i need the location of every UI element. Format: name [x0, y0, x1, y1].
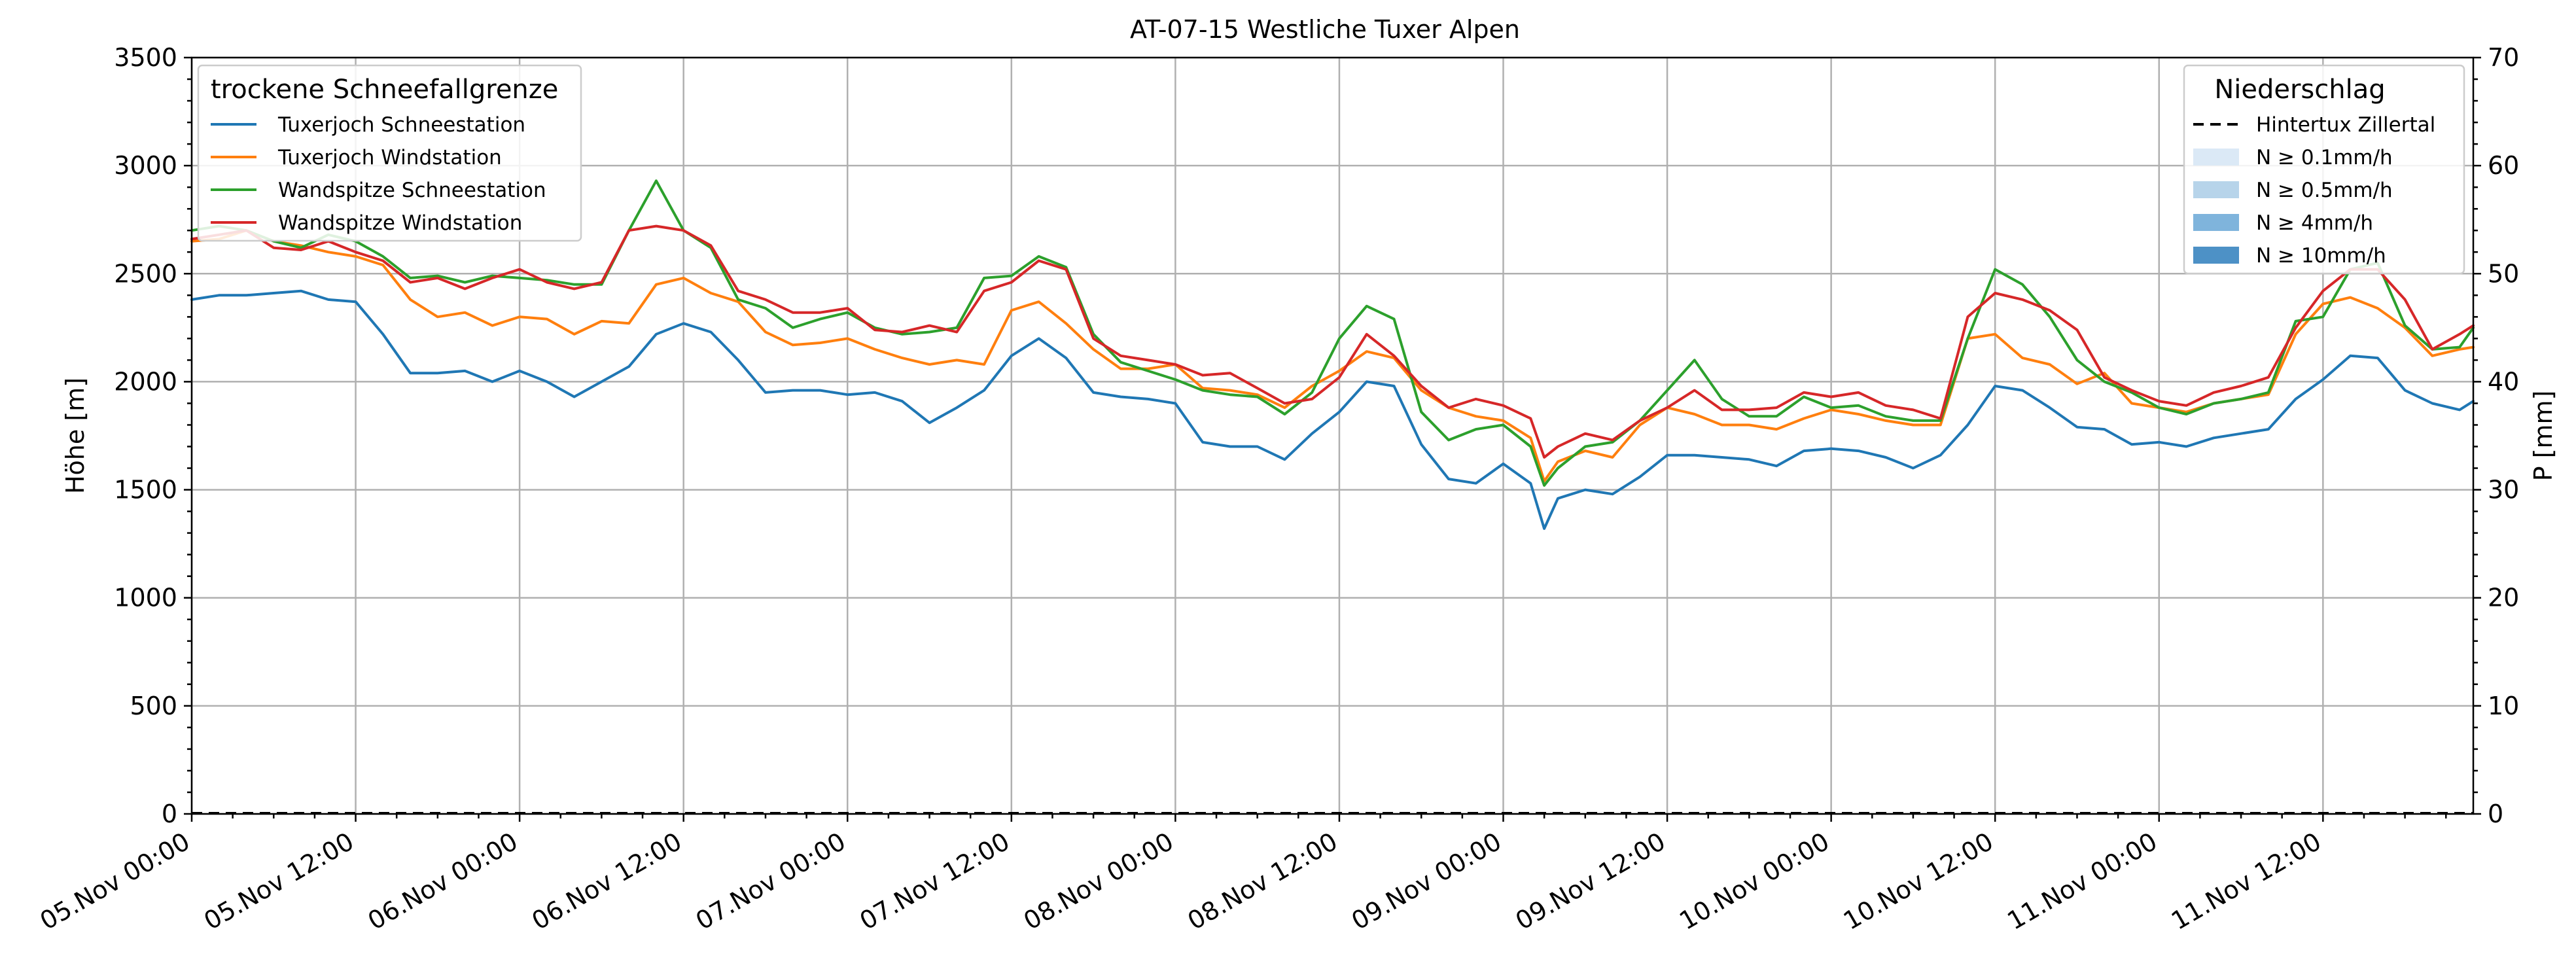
legend-precip: Niederschlag Hintertux Zillertal N ≥ 0.1m…	[2183, 64, 2465, 275]
y-tick-label: 2500	[114, 259, 177, 288]
series-line-wandspitze-windstation	[190, 224, 2475, 459]
legend-swatch-patch	[2193, 214, 2239, 231]
legend-label: Wandspitze Schneestation	[278, 179, 546, 202]
y2-axis-label: P [mm]	[2529, 391, 2558, 482]
y-tick-label: 3000	[114, 151, 177, 180]
y-tick-label: 1500	[114, 476, 177, 504]
y-axis-label: Höhe [m]	[61, 378, 90, 494]
legend-precip-box	[2183, 64, 2465, 275]
y2-tick-label: 30	[2488, 476, 2519, 504]
legend-label: N ≥ 10mm/h	[2256, 244, 2386, 268]
series-line-wandspitze-schneestation	[190, 179, 2475, 487]
legend-snowline-title: trockene Schneefallgrenze	[211, 75, 558, 105]
y-tick-label: 0	[162, 800, 177, 828]
legend-label: N ≥ 0.5mm/h	[2256, 179, 2393, 202]
legend-label: N ≥ 0.1mm/h	[2256, 146, 2393, 169]
legend-swatch-patch	[2193, 181, 2239, 198]
legend-snowline: trockene Schneefallgrenze Tuxerjoch Schn…	[197, 64, 582, 242]
y2-tick-label: 0	[2488, 800, 2503, 828]
y2-tick-label: 60	[2488, 151, 2519, 180]
legend-snowline-entries: Tuxerjoch Schneestation Tuxerjoch Windsta…	[211, 113, 546, 235]
y2-tick-label: 40	[2488, 367, 2519, 396]
y-tick-label: 2000	[114, 367, 177, 396]
y-tick-label: 500	[130, 692, 177, 720]
series-line-tuxerjoch-schneestation	[190, 289, 2475, 530]
legend-label: Wandspitze Windstation	[278, 211, 522, 235]
legend-swatch-patch	[2193, 149, 2239, 166]
legend-swatch-patch	[2193, 247, 2239, 264]
y-tick-label: 1000	[114, 584, 177, 612]
legend-precip-entries: Hintertux Zillertal N ≥ 0.1mm/h N ≥ 0.5mm/…	[2193, 113, 2435, 268]
legend-precip-title: Niederschlag	[2214, 75, 2385, 105]
y2-tick-label: 20	[2488, 584, 2519, 612]
legend-label: Tuxerjoch Windstation	[277, 146, 502, 169]
series-line-tuxerjoch-windstation	[190, 229, 2475, 483]
legend-label: N ≥ 4mm/h	[2256, 211, 2373, 235]
y2-tick-label: 10	[2488, 692, 2519, 720]
y2-tick-label: 50	[2488, 259, 2519, 288]
chart-title: AT-07-15 Westliche Tuxer Alpen	[1130, 15, 1520, 44]
legend-label: Tuxerjoch Schneestation	[277, 113, 525, 137]
legend-label: Hintertux Zillertal	[2256, 113, 2435, 137]
y2-tick-label: 70	[2488, 43, 2519, 72]
y-tick-label: 3500	[114, 43, 177, 72]
legend-snowline-box	[197, 64, 582, 242]
plot-frame	[190, 56, 2475, 815]
